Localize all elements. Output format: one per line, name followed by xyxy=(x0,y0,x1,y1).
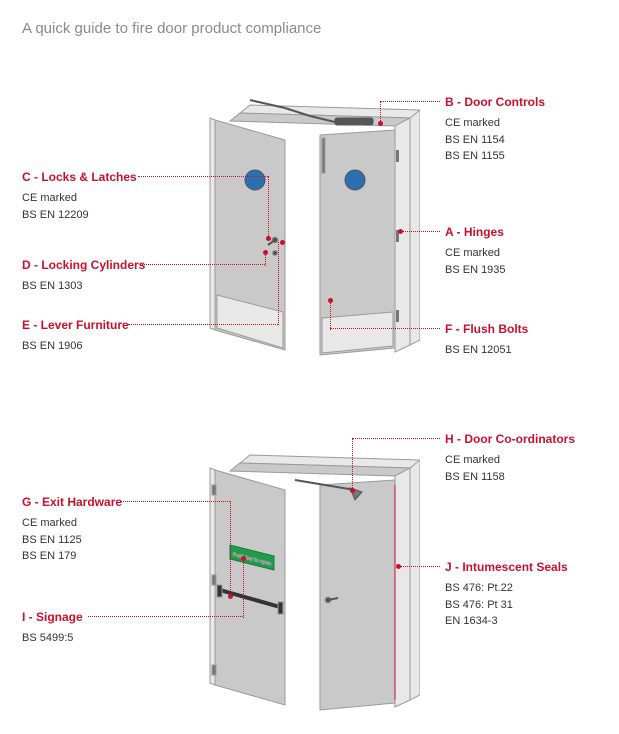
callout-j: J - Intumescent Seals BS 476: Pt.22 BS 4… xyxy=(445,560,568,630)
callout-letter: B - Door Controls xyxy=(445,95,545,109)
leader xyxy=(268,176,269,238)
callout-body: BS 476: Pt.22 BS 476: Pt 31 EN 1634-3 xyxy=(445,580,568,630)
leader xyxy=(352,438,353,490)
leader-dot xyxy=(266,236,271,241)
callout-body: BS 5499:5 xyxy=(22,630,83,647)
leader xyxy=(128,324,278,325)
leader-dot xyxy=(328,298,333,303)
leader-dot xyxy=(263,250,268,255)
leader xyxy=(278,242,279,325)
leader xyxy=(330,300,331,330)
leader xyxy=(380,101,381,123)
leader xyxy=(380,101,440,102)
callout-c: C - Locks & Latches CE marked BS EN 1220… xyxy=(22,170,137,223)
callout-body: BS EN 12051 xyxy=(445,342,528,359)
callout-body: CE marked BS EN 1935 xyxy=(445,245,506,278)
leader xyxy=(230,501,231,596)
leader-dot xyxy=(396,564,401,569)
callout-d: D - Locking Cylinders BS EN 1303 xyxy=(22,258,145,295)
callout-letter: J - Intumescent Seals xyxy=(445,560,568,574)
door-diagram-top xyxy=(190,80,420,360)
callout-f: F - Flush Bolts BS EN 12051 xyxy=(445,322,528,359)
callout-letter: F - Flush Bolts xyxy=(445,322,528,336)
callout-body: CE marked BS EN 1125 BS EN 179 xyxy=(22,515,122,565)
page-title: A quick guide to fire door product compl… xyxy=(22,20,321,37)
callout-h: H - Door Co-ordinators CE marked BS EN 1… xyxy=(445,432,575,485)
leader xyxy=(140,264,265,265)
leader-dot xyxy=(241,556,246,561)
leader-dot xyxy=(228,594,233,599)
leader-dot xyxy=(350,488,355,493)
callout-letter: D - Locking Cylinders xyxy=(22,258,145,272)
leader xyxy=(138,176,268,177)
callout-e: E - Lever Furniture BS EN 1906 xyxy=(22,318,129,355)
callout-letter: H - Door Co-ordinators xyxy=(445,432,575,446)
callout-body: BS EN 1906 xyxy=(22,338,129,355)
callout-i: I - Signage BS 5499:5 xyxy=(22,610,83,647)
callout-body: BS EN 1303 xyxy=(22,278,145,295)
leader-dot xyxy=(280,240,285,245)
door-diagram-bottom: Push bar to open xyxy=(190,430,420,720)
callout-body: CE marked BS EN 1158 xyxy=(445,452,575,485)
callout-letter: E - Lever Furniture xyxy=(22,318,129,332)
callout-g: G - Exit Hardware CE marked BS EN 1125 B… xyxy=(22,495,122,565)
callout-body: CE marked BS EN 1154 BS EN 1155 xyxy=(445,115,545,165)
leader xyxy=(400,566,440,567)
leader xyxy=(243,558,244,618)
callout-b: B - Door Controls CE marked BS EN 1154 B… xyxy=(445,95,545,165)
leader xyxy=(88,616,243,617)
callout-a: A - Hinges CE marked BS EN 1935 xyxy=(445,225,506,278)
leader-dot xyxy=(398,229,403,234)
callout-letter: I - Signage xyxy=(22,610,83,624)
leader xyxy=(120,501,230,502)
callout-letter: G - Exit Hardware xyxy=(22,495,122,509)
leader xyxy=(330,328,440,329)
callout-body: CE marked BS EN 12209 xyxy=(22,190,137,223)
leader-dot xyxy=(378,121,383,126)
callout-letter: C - Locks & Latches xyxy=(22,170,137,184)
callout-letter: A - Hinges xyxy=(445,225,506,239)
leader xyxy=(352,438,440,439)
leader xyxy=(402,231,440,232)
